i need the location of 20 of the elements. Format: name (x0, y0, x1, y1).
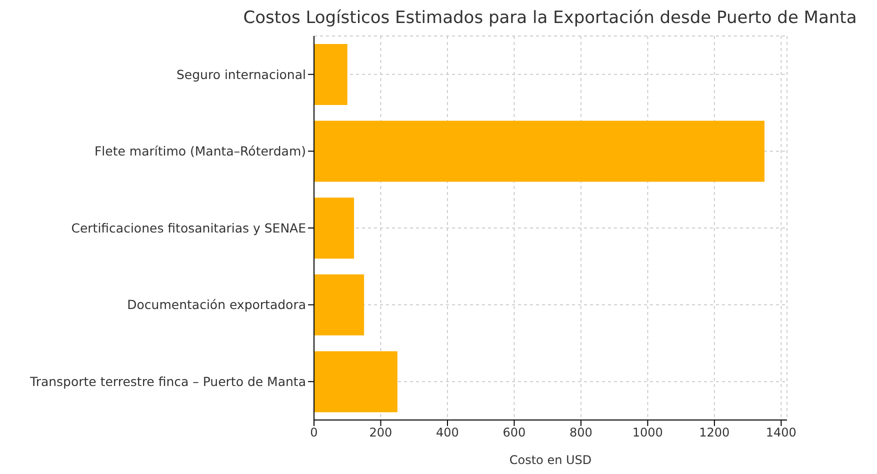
y-tick-label: Seguro internacional (176, 66, 306, 82)
x-axis-title: Costo en USD (509, 453, 592, 467)
x-tick-label: 800 (569, 426, 592, 440)
x-tick-label: 600 (502, 426, 526, 440)
x-tick-label: 1400 (766, 426, 796, 440)
bar (314, 198, 354, 259)
bar (314, 351, 398, 412)
y-tick-label: Flete marítimo (Manta–Róterdam) (94, 144, 306, 159)
chart-title: Costos Logísticos Estimados para la Exportación desde Puerto de Manta (242, 8, 858, 28)
bar (314, 44, 348, 105)
x-tick-label: 0 (310, 426, 318, 440)
x-tick-label: 1000 (632, 426, 663, 440)
x-tick-label: 200 (369, 426, 392, 440)
bar (314, 120, 764, 182)
y-tick-label: Transporte terrestre finca – Puerto de Manta (29, 374, 306, 390)
y-tick-label: Certificaciones fitosanitarias y SENAE (71, 220, 306, 236)
x-tick-label: 400 (436, 426, 459, 440)
y-tick-label: Documentación exportadora (127, 297, 306, 312)
x-tick-label: 1200 (699, 426, 730, 440)
bar (314, 274, 364, 336)
